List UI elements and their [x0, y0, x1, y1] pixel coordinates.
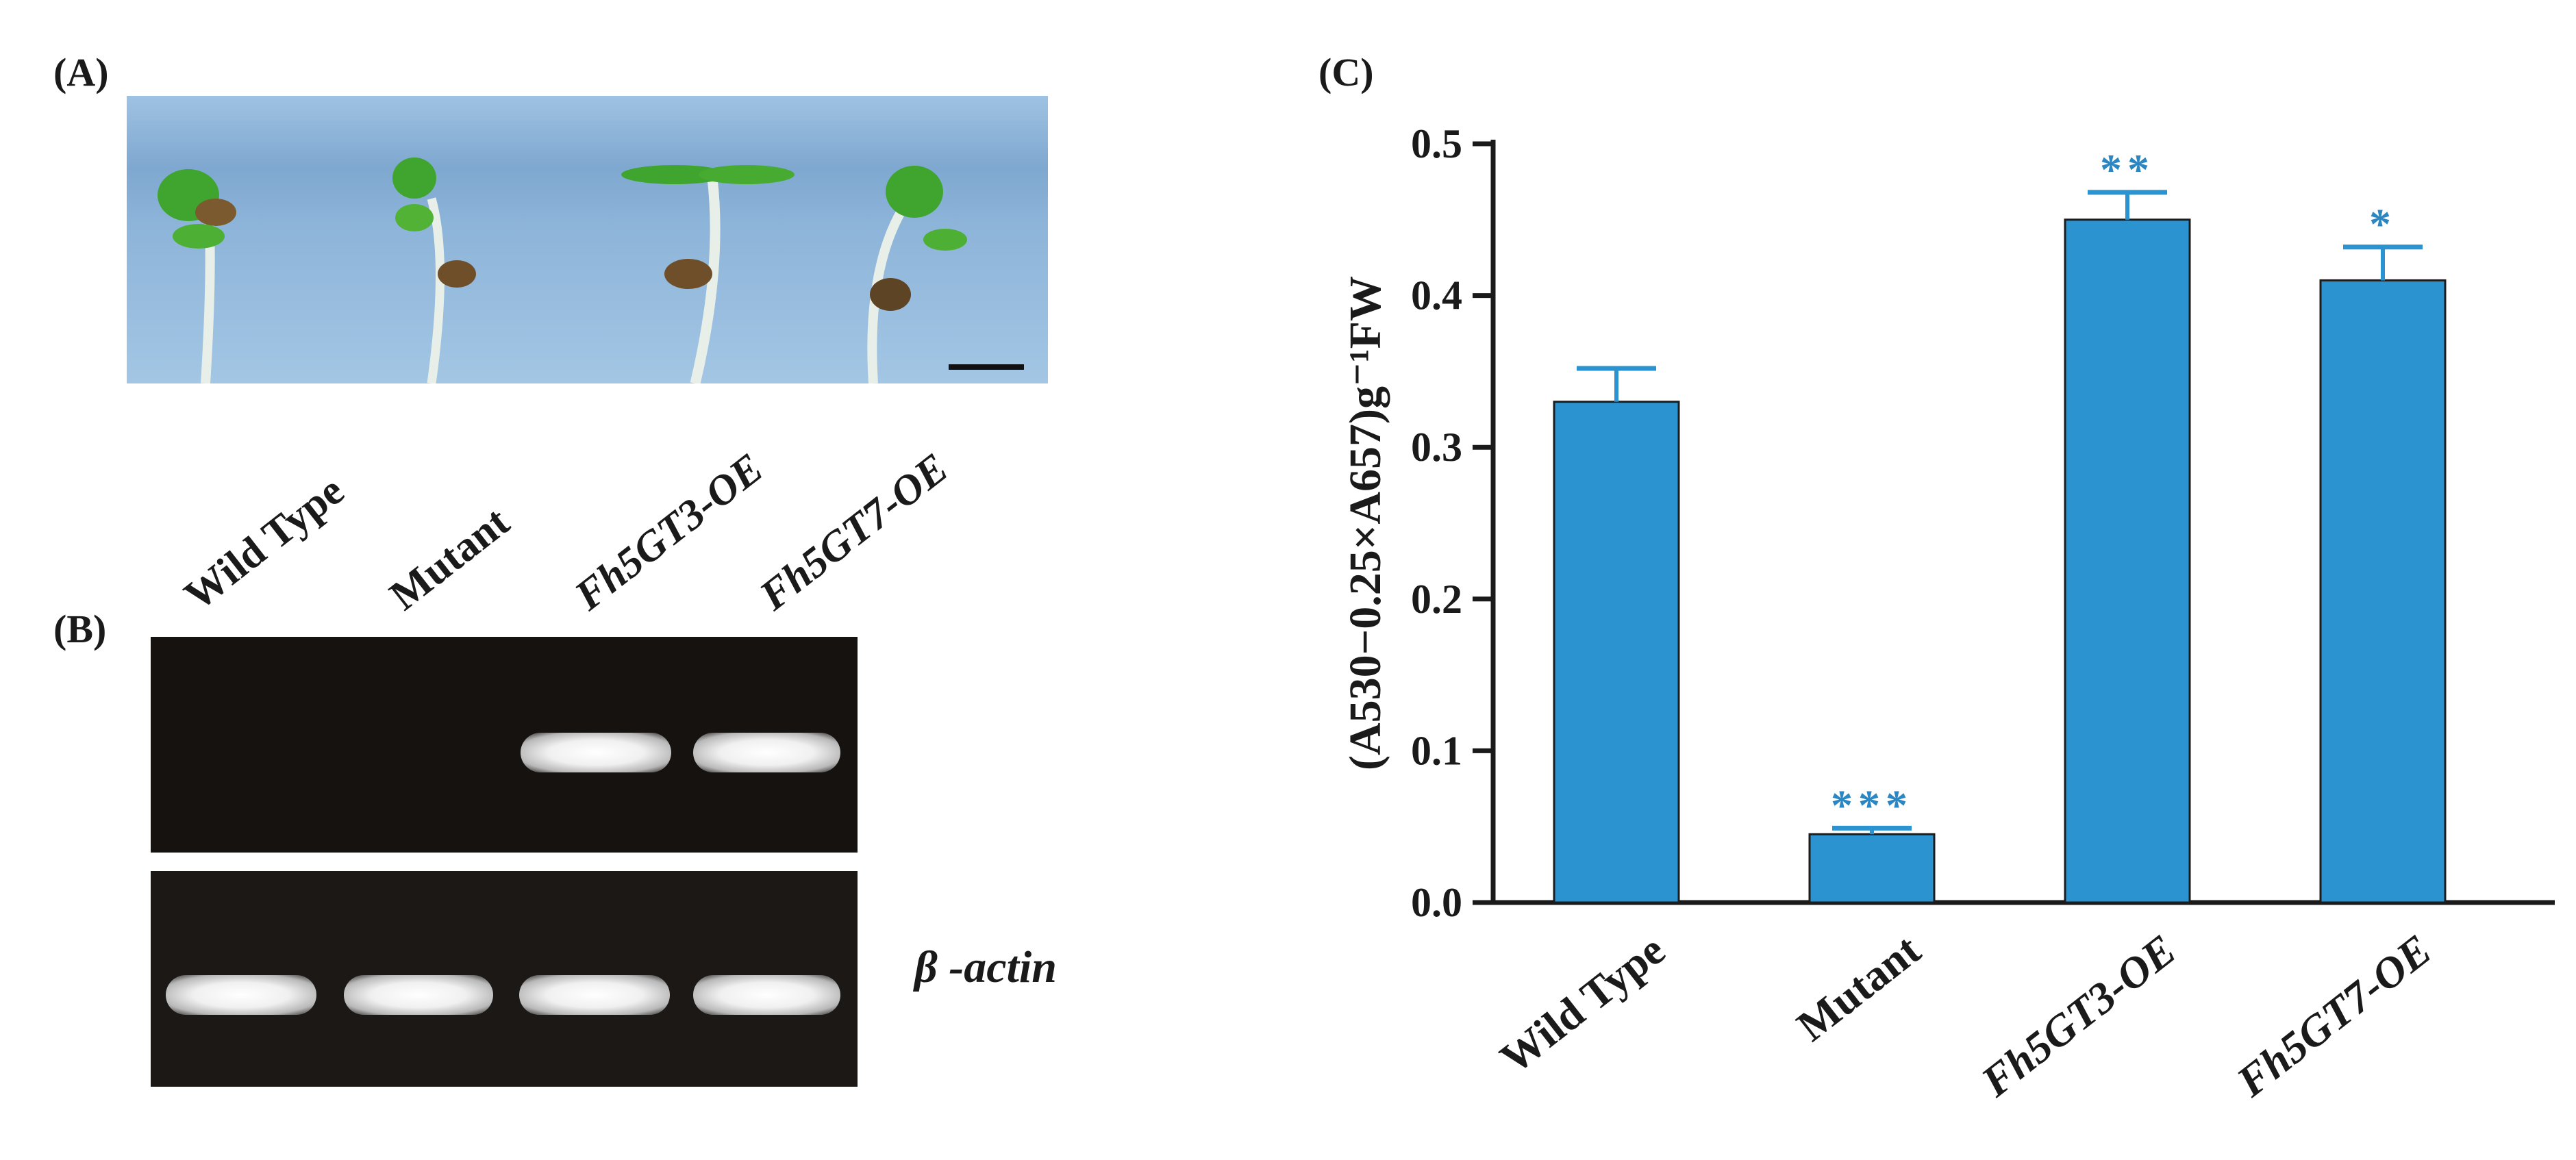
actin-label: β -actin	[914, 942, 1057, 992]
bar	[2319, 279, 2447, 904]
gel-band-fh5gt3-oe	[521, 733, 671, 772]
y-tick-label: 0.2	[1411, 577, 1462, 622]
bar	[1808, 833, 1936, 904]
seedling-wild-type	[158, 169, 236, 383]
gel-band-fh5gt7-oe	[693, 733, 840, 772]
significance-marker: ***	[1831, 781, 1913, 829]
gel-band-actin-fh5gt7-oe	[693, 975, 840, 1015]
panel-label-a: (A)	[53, 50, 109, 94]
seedling-mutant	[392, 157, 476, 383]
y-tick-label: 0.4	[1411, 273, 1462, 318]
lane-label-fh5gt7-oe: Fh5GT7-OE	[751, 444, 957, 620]
x-category-label: Fh5GT3-OE	[1972, 925, 2185, 1107]
panel-label-b: (B)	[53, 607, 107, 651]
seedling-fh5gt7-oe	[867, 166, 967, 383]
significance-marker: **	[2100, 145, 2155, 194]
x-category-label: Wild Type	[1491, 925, 1674, 1083]
y-tick-label: 0.3	[1411, 425, 1462, 470]
y-tick-label: 0.1	[1411, 728, 1462, 773]
gel-band-actin-wild-type	[166, 975, 316, 1015]
x-category-label: Mutant	[1788, 925, 1929, 1050]
bar	[2064, 218, 2191, 904]
lane-label-fh5gt3-oe: Fh5GT3-OE	[566, 444, 772, 620]
seedling-fh5gt3-oe	[621, 165, 795, 383]
gel-band-actin-mutant	[344, 975, 493, 1015]
y-tick-label: 0.0	[1411, 880, 1462, 925]
significance-marker: *	[2369, 200, 2397, 249]
x-category-label: Fh5GT7-OE	[2227, 925, 2440, 1107]
anthocyanin-bar-chart: 0.00.10.20.30.40.5 ****** (A530−0.25×A65…	[1340, 121, 2555, 1107]
scale-bar	[949, 364, 1024, 370]
y-tick-label: 0.5	[1411, 121, 1462, 166]
gel-actin	[151, 871, 858, 1087]
gel-target-gene	[151, 637, 858, 853]
seedling-photo	[127, 96, 1048, 383]
panel-label-c: (C)	[1318, 50, 1374, 94]
lane-label-wild-type: Wild Type	[175, 467, 353, 620]
gel-band-actin-fh5gt3-oe	[519, 975, 670, 1015]
bar	[1553, 401, 1680, 904]
lane-label-mutant: Mutant	[381, 498, 518, 620]
y-axis-label: (A530−0.25×A657)g⁻¹FW	[1340, 276, 1390, 770]
